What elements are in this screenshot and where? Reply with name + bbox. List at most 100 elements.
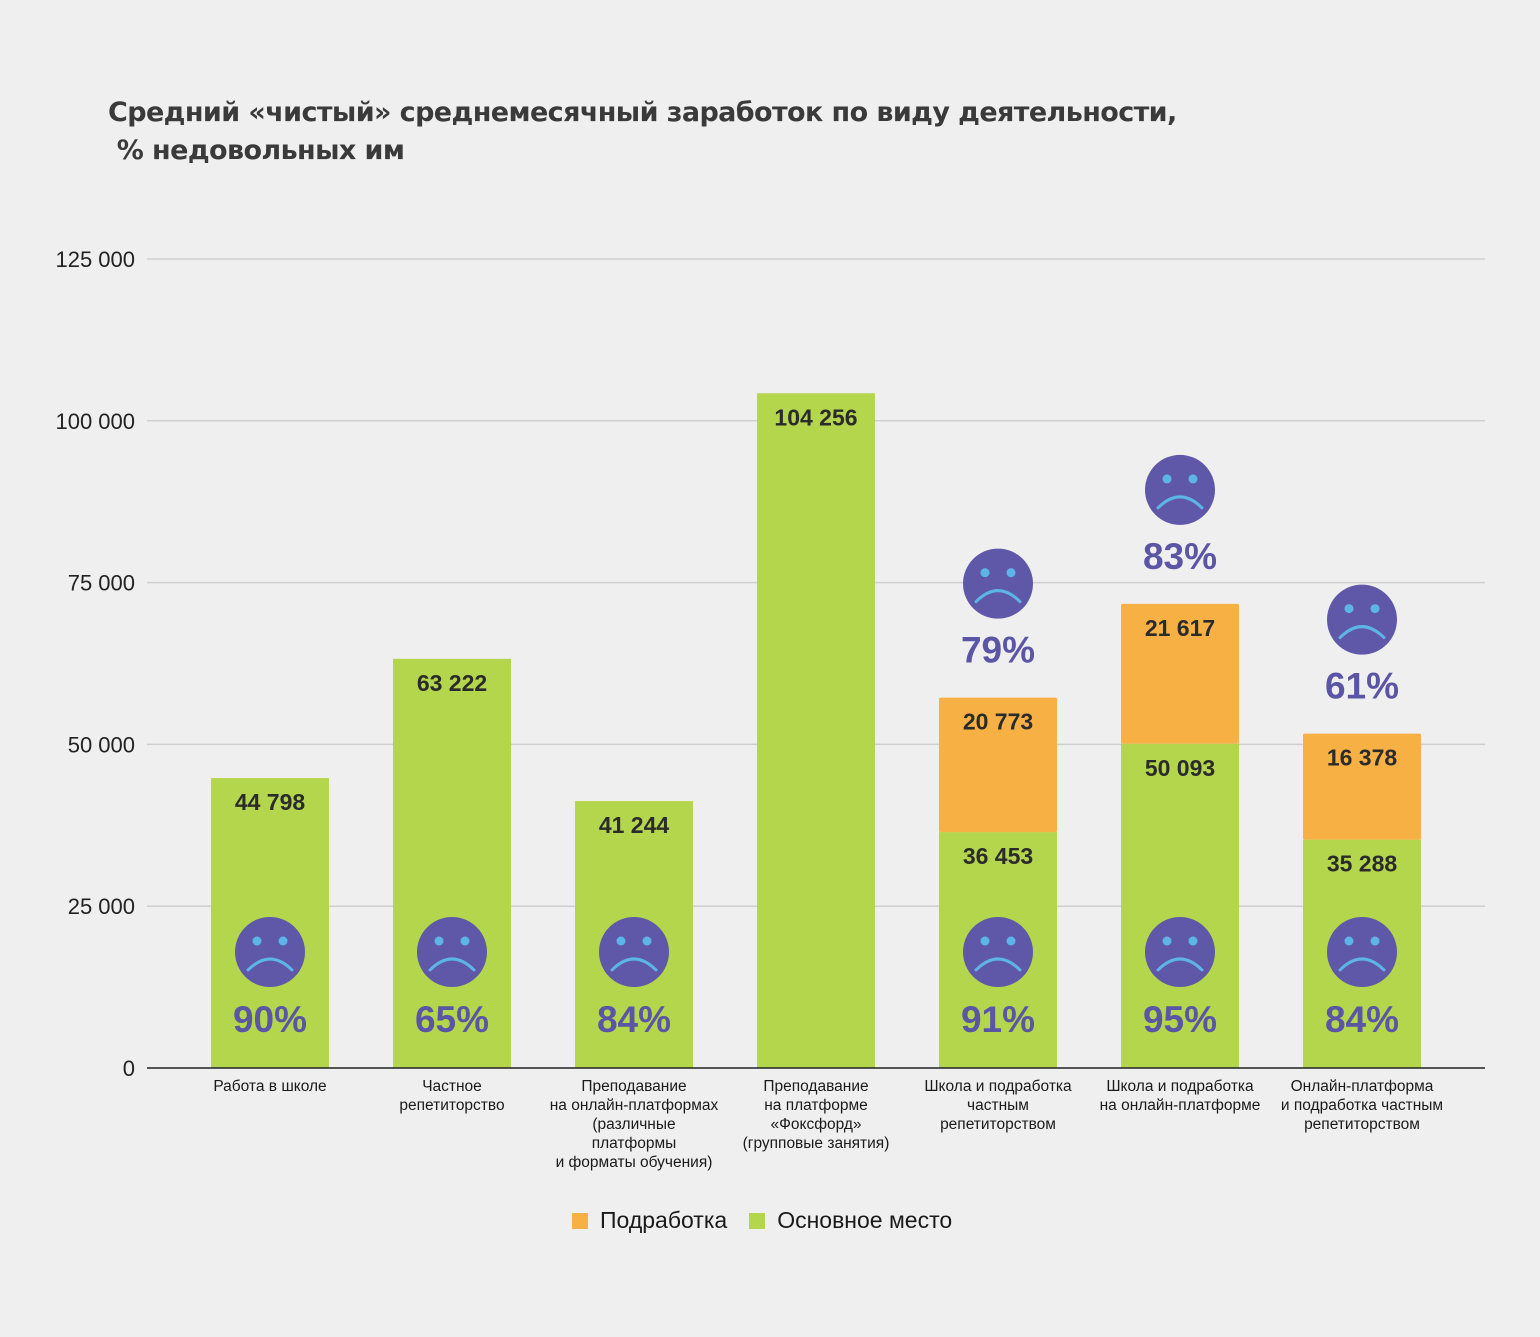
x-category-label: платформы (592, 1135, 677, 1152)
x-category-label: репетиторством (940, 1116, 1056, 1133)
y-tick-label: 50 000 (68, 732, 135, 757)
legend-swatch-main (749, 1212, 766, 1229)
sad-face-eye (1188, 936, 1198, 946)
sad-face-eye (616, 936, 626, 946)
sad-face-icon (599, 917, 669, 987)
sad-face-mouth (428, 957, 476, 972)
dissatisfied-pct-main: 91% (961, 999, 1035, 1040)
x-category-label: на платформе (764, 1097, 868, 1114)
bar-value-label: 35 288 (1327, 851, 1398, 877)
sad-face-circle (1327, 917, 1397, 987)
x-category-label: «Фоксфорд» (770, 1116, 861, 1133)
sad-face-circle (599, 917, 669, 987)
dissatisfied-pct-main: 95% (1143, 999, 1217, 1040)
sad-face-icon (1145, 454, 1215, 525)
x-category-label: (групповые занятия) (743, 1135, 890, 1152)
sad-face-circle (1327, 584, 1397, 655)
sad-face-icons (235, 454, 1397, 987)
sad-face-icon (417, 917, 487, 987)
bar-value-label: 63 222 (417, 670, 487, 696)
sad-face-eye (1162, 474, 1172, 484)
legend-label-extra: Подработка (600, 1207, 728, 1233)
x-category-label: Онлайн-платформа (1291, 1078, 1434, 1095)
legend-label-main: Основное место (777, 1207, 953, 1233)
sad-face-icon (963, 548, 1033, 619)
bar-main (757, 393, 875, 1069)
bar-value-label-extra: 21 617 (1145, 615, 1215, 641)
dissatisfied-pct-main: 65% (415, 999, 489, 1040)
sad-face-icon (1145, 917, 1215, 987)
dissatisfied-pct-extra: 61% (1325, 666, 1399, 707)
y-tick-label: 25 000 (68, 894, 135, 919)
sad-face-eye (980, 568, 990, 578)
sad-face-eye (1344, 604, 1354, 614)
sad-face-eye (1188, 474, 1198, 484)
x-category-label: Преподавание (763, 1078, 868, 1095)
sad-face-eye (1006, 936, 1016, 946)
sad-face-mouth (974, 957, 1022, 972)
sad-face-mouth (1338, 625, 1386, 640)
dissatisfied-pct-main: 84% (597, 999, 671, 1040)
legend-swatch-extra (572, 1212, 588, 1229)
sad-face-mouth (1156, 495, 1204, 510)
sad-face-eye (460, 936, 470, 946)
y-tick-label: 125 000 (55, 247, 135, 272)
sad-face-eye (252, 936, 262, 946)
bar-extra (1121, 603, 1239, 744)
bar-main (393, 658, 511, 1068)
bar-value-label: 104 256 (774, 404, 857, 430)
sad-face-icon (235, 917, 305, 987)
x-category-label: частным (967, 1097, 1029, 1114)
bar-main (1121, 743, 1239, 1068)
sad-face-mouth (610, 957, 658, 972)
legend: Подработка Основное место (572, 1207, 974, 1234)
bar-value-label: 44 798 (235, 789, 306, 815)
x-category-label: Преподавание (581, 1078, 686, 1095)
sad-face-circle (963, 917, 1033, 987)
sad-face-icon (963, 917, 1033, 987)
x-category-label: и форматы обучения) (556, 1154, 713, 1171)
bar-value-label: 36 453 (963, 843, 1033, 869)
bar-extra (1303, 733, 1421, 840)
sad-face-eye (278, 936, 288, 946)
y-tick-label: 75 000 (68, 571, 135, 596)
bar-value-label: 50 093 (1145, 755, 1215, 781)
sad-face-mouth (974, 589, 1022, 604)
x-category-label: и подработка частным (1281, 1097, 1443, 1114)
x-category-label: на онлайн-платформе (1100, 1097, 1261, 1114)
sad-face-circle (235, 917, 305, 987)
dissatisfied-pct-main: 84% (1325, 999, 1399, 1040)
sad-face-circle (417, 917, 487, 987)
x-axis-categories: Работа в школе Частное репетиторство Препод… (213, 1078, 1443, 1171)
sad-face-eye (1370, 604, 1380, 614)
sad-face-icon (1327, 917, 1397, 987)
sad-face-eye (1344, 936, 1354, 946)
sad-face-eye (1162, 936, 1172, 946)
sad-face-eye (1370, 936, 1380, 946)
x-category-label: репетиторство (399, 1097, 504, 1114)
sad-face-mouth (1156, 957, 1204, 972)
x-category-label: репетиторством (1304, 1116, 1420, 1133)
sad-face-eye (980, 936, 990, 946)
dissatisfied-pct-main: 90% (233, 999, 307, 1040)
bar-value-label-extra: 20 773 (963, 709, 1033, 735)
value-labels: 44 798 90% 63 222 65% 41 244 84% 104 256 36 453… (233, 404, 1399, 1040)
x-category-label: Школа и подработка (924, 1078, 1072, 1095)
sad-face-circle (963, 548, 1033, 619)
x-category-label: (различные (592, 1116, 675, 1133)
sad-face-circle (1145, 454, 1215, 525)
x-category-label: Школа и подработка (1106, 1078, 1254, 1095)
legend-item-main: Основное место (749, 1207, 952, 1234)
chart-title: Средний «чистый» среднемесячный заработо… (108, 97, 1177, 166)
bar-value-label: 41 244 (599, 812, 670, 838)
sad-face-eye (1006, 568, 1016, 578)
y-tick-label: 0 (123, 1056, 135, 1081)
sad-face-eye (434, 936, 444, 946)
dissatisfied-pct-extra: 83% (1143, 536, 1217, 577)
y-axis-ticks: 0 25 000 50 000 75 000 100 000 125 000 (55, 247, 135, 1081)
y-tick-label: 100 000 (55, 409, 135, 434)
x-category-label: на онлайн-платформах (550, 1097, 719, 1114)
bars (211, 393, 1421, 1069)
legend-item-extra: Подработка (572, 1207, 727, 1234)
